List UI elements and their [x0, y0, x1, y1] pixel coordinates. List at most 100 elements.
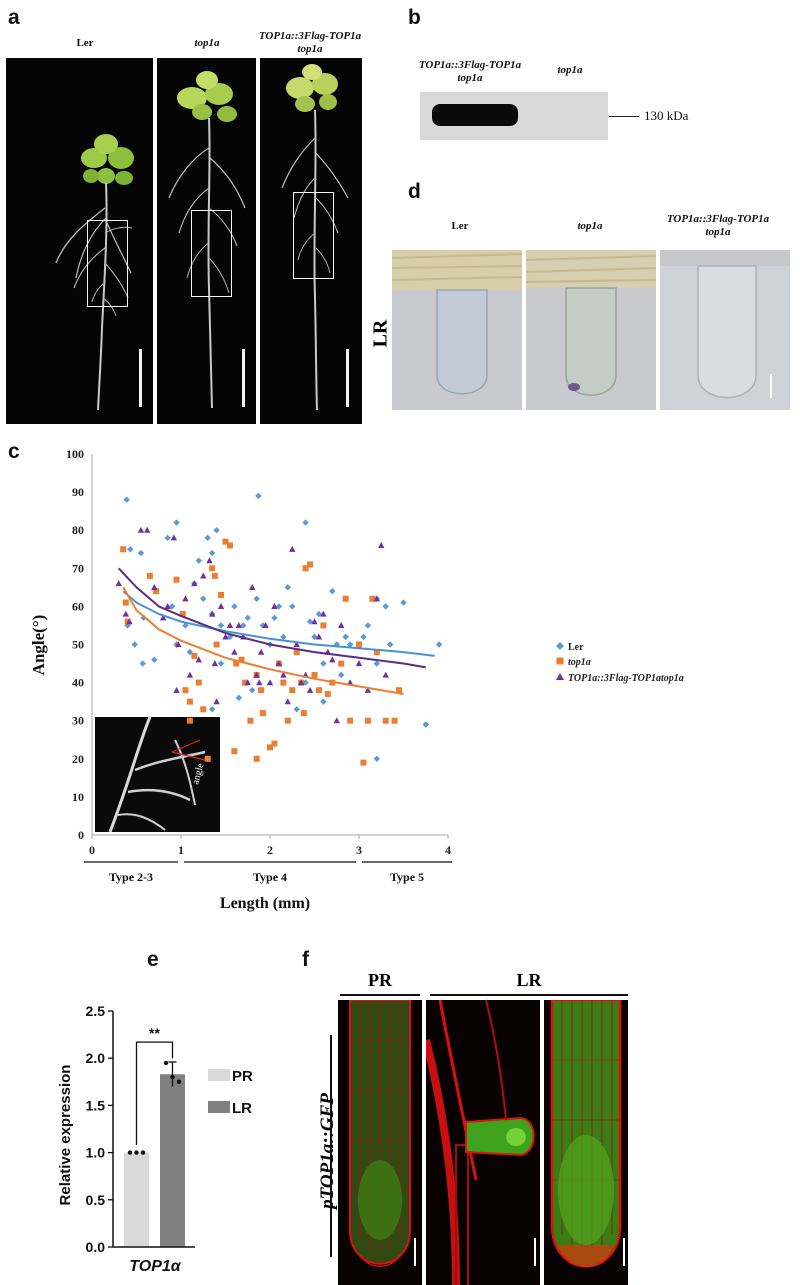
data-point-top1a — [209, 565, 216, 572]
y-tick-label: 70 — [72, 561, 84, 575]
seedling-photo-complement — [260, 58, 362, 424]
panel-label-c: c — [8, 440, 20, 463]
data-point-top1a — [211, 572, 218, 579]
data-point-complement — [137, 526, 145, 533]
e-y-tick-label: 0.0 — [86, 1239, 106, 1255]
e-x-category-label: TOP1α — [129, 1258, 182, 1275]
data-point-complement — [222, 633, 229, 640]
gfp-drawing-lr-emerging — [426, 1000, 535, 1285]
data-point-ler — [204, 534, 211, 542]
data-point-top1a — [259, 710, 266, 717]
data-point-top1a — [242, 679, 249, 686]
data-point-complement — [256, 679, 263, 686]
data-point-complement — [275, 660, 283, 667]
data-point-complement — [271, 603, 278, 609]
data-point-top1a — [347, 717, 354, 724]
panel-label-b: b — [408, 6, 421, 29]
data-point-complement — [173, 686, 180, 693]
data-point-ler — [123, 496, 130, 503]
inset-root-main — [108, 716, 152, 833]
e-y-tick-label: 2.0 — [86, 1050, 106, 1066]
data-point-complement — [208, 610, 216, 617]
data-point-top1a — [186, 717, 193, 724]
data-point-ler — [346, 641, 354, 648]
data-point-complement — [231, 648, 238, 655]
data-point-top1a — [173, 576, 180, 583]
genotype-label-complement-line1: TOP1a::3Flag-TOP1a — [258, 30, 362, 42]
e-y-axis-title: Relative expression — [57, 1065, 74, 1206]
gfp-drawing-pr — [349, 1000, 411, 1267]
significance-label: ** — [149, 1025, 160, 1041]
lr-genotype-label-complement: TOP1a::3Flag-TOP1a top1a — [648, 213, 788, 239]
data-point-complement — [262, 622, 269, 629]
seedling-drawing-ler — [55, 134, 134, 411]
pr-label: PR — [368, 970, 392, 990]
data-point-complement — [249, 583, 256, 590]
data-point-top1a — [182, 687, 189, 694]
data-point-complement — [364, 686, 372, 693]
legend-marker-ler — [556, 642, 564, 650]
data-point-top1a — [364, 717, 371, 724]
lr-micrograph-complement — [660, 250, 790, 410]
data-point-top1a — [200, 706, 207, 713]
data-point-complement — [244, 679, 251, 686]
inset-root-lateral-3 — [117, 813, 166, 831]
data-point-top1a — [342, 595, 349, 602]
legend-marker-top1a — [556, 657, 564, 665]
relative-expression-bar-chart: ** 0.0 0.5 1.0 1.5 2.0 2.5 Relative expression… — [57, 1003, 253, 1275]
data-point-ler — [164, 534, 171, 542]
data-point-complement — [293, 641, 300, 648]
data-point-complement — [333, 717, 340, 724]
data-point-top1a — [356, 641, 362, 648]
data-point-ler — [151, 656, 158, 663]
data-point-ler — [255, 492, 262, 500]
data-point-top1a — [258, 687, 265, 694]
y-tick-label: 50 — [72, 638, 84, 652]
replicate-point-lr — [176, 1079, 182, 1084]
data-point-complement — [378, 542, 385, 549]
data-point-complement — [200, 572, 207, 579]
x-tick-label: 1 — [178, 843, 184, 857]
panel-label-e: e — [147, 948, 159, 971]
data-point-top1a — [179, 611, 186, 618]
data-point-ler — [127, 546, 134, 553]
trend-line-top1a — [122, 586, 404, 695]
data-point-complement — [160, 614, 167, 621]
data-point-complement — [355, 660, 363, 667]
data-point-top1a — [204, 755, 211, 762]
data-point-complement — [164, 603, 171, 609]
type-range-label: Type 2-3 — [109, 870, 153, 884]
lr-label-bar — [430, 994, 628, 996]
data-point-ler — [217, 660, 225, 667]
marker-line — [609, 116, 639, 117]
western-blot — [420, 92, 608, 140]
data-point-top1a — [195, 679, 202, 686]
data-point-top1a — [284, 717, 291, 724]
e-y-tick-label: 1.5 — [86, 1097, 106, 1113]
gfp-scale-bar-lr-emerging — [534, 1238, 536, 1266]
legend-label-top1a: top1a — [568, 657, 591, 668]
data-point-top1a — [293, 649, 300, 656]
data-point-ler — [435, 641, 443, 648]
data-point-top1a — [191, 652, 198, 659]
data-point-complement — [182, 595, 189, 602]
y-tick-label: 20 — [72, 752, 84, 766]
data-point-top1a — [233, 660, 240, 667]
data-point-ler — [386, 641, 394, 648]
x-tick-label: 0 — [89, 843, 95, 857]
data-point-ler — [373, 755, 380, 762]
data-point-complement — [311, 618, 318, 625]
data-point-top1a — [373, 649, 380, 656]
data-point-complement — [211, 660, 219, 667]
data-point-ler — [284, 584, 291, 591]
data-point-top1a — [153, 588, 160, 595]
data-point-ler — [280, 633, 287, 641]
seedling-photo-ler — [6, 58, 153, 424]
data-point-ler — [131, 641, 138, 648]
genotype-label-complement: TOP1a::3Flag-TOP1a top1a — [240, 30, 380, 56]
lr-row-label: LR — [369, 319, 392, 348]
legend-label-pr: PR — [232, 1068, 253, 1085]
data-point-top1a — [247, 717, 254, 724]
data-point-complement — [297, 679, 305, 686]
x-tick-label: 2 — [267, 843, 273, 857]
